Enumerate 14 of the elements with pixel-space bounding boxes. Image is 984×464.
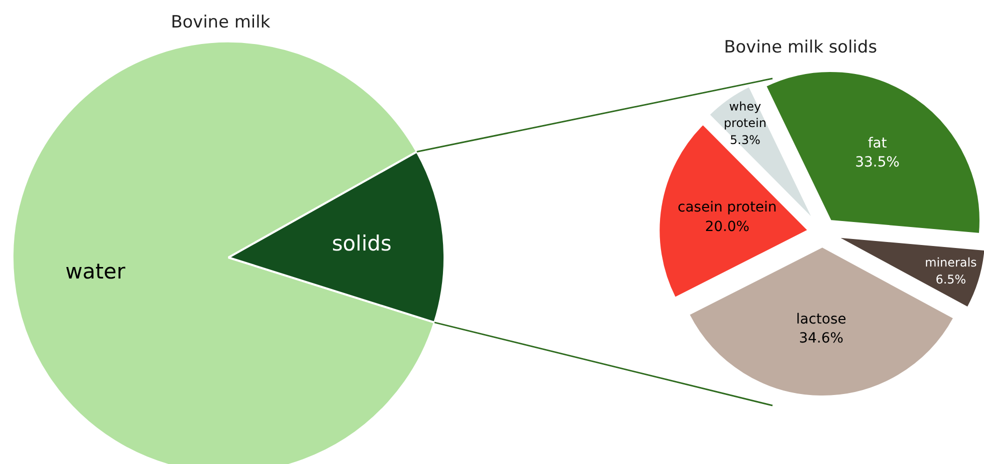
slice-label: water bbox=[65, 259, 126, 284]
data-label: 34.6% bbox=[798, 330, 844, 347]
data-label: 20.0% bbox=[704, 218, 750, 235]
slice-label: fat bbox=[868, 136, 888, 152]
slice-label: casein protein bbox=[678, 200, 777, 216]
slice-label: lactose bbox=[796, 311, 846, 328]
slice-label: solids bbox=[332, 232, 392, 256]
slice-label: whey protein bbox=[724, 99, 766, 130]
chart-title: Bovine milk bbox=[170, 12, 270, 32]
data-label: 33.5% bbox=[855, 154, 900, 171]
chart-title: Bovine milk solids bbox=[724, 38, 878, 58]
data-label: 6.5% bbox=[936, 272, 966, 286]
data-label: 5.3% bbox=[730, 132, 760, 147]
slice-label: minerals bbox=[924, 256, 977, 270]
